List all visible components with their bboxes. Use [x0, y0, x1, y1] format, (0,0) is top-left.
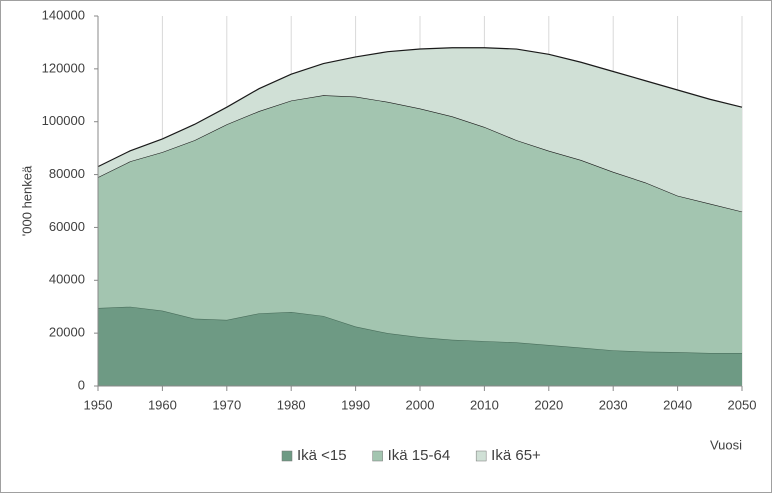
y-tick-label: 100000 [42, 113, 85, 128]
area-edge [97, 47, 743, 168]
legend-label: Ikä 15-64 [388, 447, 451, 464]
area [98, 95, 742, 353]
legend-swatch [281, 450, 293, 462]
y-tick-label: 140000 [42, 7, 85, 22]
x-tick-label: 2050 [728, 397, 757, 412]
y-tick-label: 120000 [42, 60, 85, 75]
x-tick-label: 2000 [406, 397, 435, 412]
y-axis-label: '000 henkeä [19, 165, 34, 236]
y-tick-label: 20000 [49, 325, 85, 340]
x-tick-label: 1980 [277, 397, 306, 412]
y-tick-label: 0 [78, 377, 85, 392]
x-tick-label: 1990 [341, 397, 370, 412]
x-tick-label: 1970 [212, 397, 241, 412]
y-tick-label: 60000 [49, 219, 85, 234]
legend-swatch [475, 450, 487, 462]
legend-swatch [372, 450, 383, 462]
y-tick-label: 40000 [49, 272, 85, 287]
y-tick-label: 80000 [49, 166, 85, 181]
legend-label: Ikä <15 [297, 447, 347, 464]
legend-label: Ikä 65+ [491, 447, 541, 464]
x-tick-label: 2030 [599, 397, 628, 412]
x-tick-label: 1960 [148, 397, 177, 412]
x-tick-label: 2040 [663, 397, 692, 412]
area [98, 306, 742, 386]
x-axis-label: Vuosi [710, 437, 742, 452]
x-tick-label: 1950 [84, 397, 113, 412]
x-tick-label: 2020 [534, 397, 563, 412]
x-tick-label: 2010 [470, 397, 499, 412]
